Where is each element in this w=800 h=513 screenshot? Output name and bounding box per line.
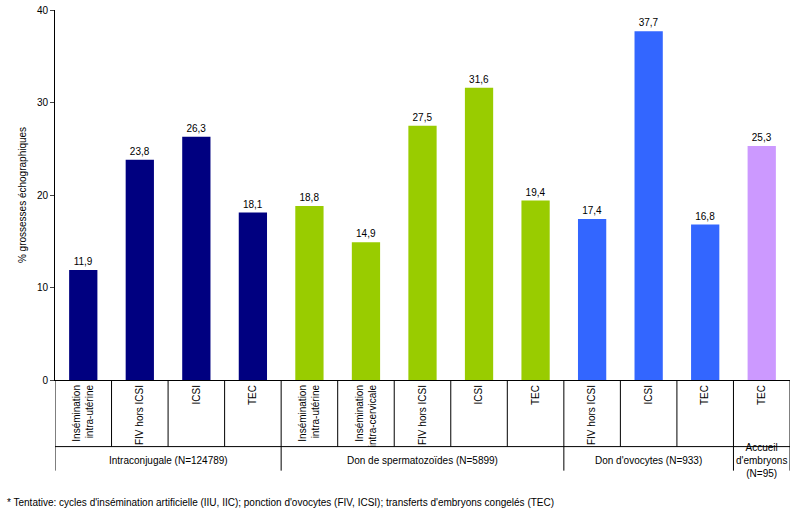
svg-text:FIV hors ICSI: FIV hors ICSI — [586, 385, 597, 445]
svg-text:* Tentative: cycles d'insémina: * Tentative: cycles d'insémination artif… — [7, 497, 554, 508]
svg-text:25,3: 25,3 — [752, 132, 772, 143]
svg-text:Don de spermatozoïdes (N=5899): Don de spermatozoïdes (N=5899) — [347, 455, 498, 466]
svg-text:Inséminationintra-utérine: Inséminationintra-utérine — [297, 385, 321, 442]
svg-text:ICSI: ICSI — [191, 385, 202, 404]
svg-text:17,4: 17,4 — [582, 205, 602, 216]
svg-text:FIV hors ICSI: FIV hors ICSI — [417, 385, 428, 445]
svg-text:11,9: 11,9 — [74, 256, 93, 267]
svg-text:FIV hors ICSI: FIV hors ICSI — [134, 385, 145, 445]
svg-text:18,1: 18,1 — [243, 199, 263, 210]
svg-text:20: 20 — [37, 190, 49, 201]
svg-text:26,3: 26,3 — [186, 123, 206, 134]
svg-text:ICSI: ICSI — [473, 385, 484, 404]
svg-text:27,5: 27,5 — [413, 112, 433, 123]
svg-text:Accueild'embryons(N=95): Accueild'embryons(N=95) — [736, 442, 787, 479]
svg-text:TEC: TEC — [699, 385, 710, 405]
svg-text:23,8: 23,8 — [130, 146, 150, 157]
svg-text:37,7: 37,7 — [639, 17, 659, 28]
svg-text:ICSI: ICSI — [643, 385, 654, 404]
svg-text:Inséminationintra-cervicale: Inséminationintra-cervicale — [354, 385, 378, 448]
svg-text:10: 10 — [37, 282, 49, 293]
svg-text:TEC: TEC — [247, 385, 258, 405]
svg-text:18,8: 18,8 — [299, 192, 319, 203]
svg-text:30: 30 — [37, 97, 49, 108]
svg-text:31,6: 31,6 — [469, 74, 489, 85]
svg-text:14,9: 14,9 — [356, 228, 376, 239]
svg-text:TEC: TEC — [756, 385, 767, 405]
svg-text:19,4: 19,4 — [526, 187, 546, 198]
svg-text:0: 0 — [42, 375, 48, 386]
svg-text:Inséminationintra-utérine: Inséminationintra-utérine — [71, 385, 95, 442]
svg-text:TEC: TEC — [530, 385, 541, 405]
svg-text:Don d'ovocytes (N=933): Don d'ovocytes (N=933) — [595, 455, 702, 466]
svg-text:% grossesses échographiques: % grossesses échographiques — [17, 127, 28, 263]
svg-text:16,8: 16,8 — [695, 211, 715, 222]
svg-text:40: 40 — [37, 5, 49, 16]
svg-text:Intraconjugale (N=124789): Intraconjugale (N=124789) — [109, 455, 228, 466]
